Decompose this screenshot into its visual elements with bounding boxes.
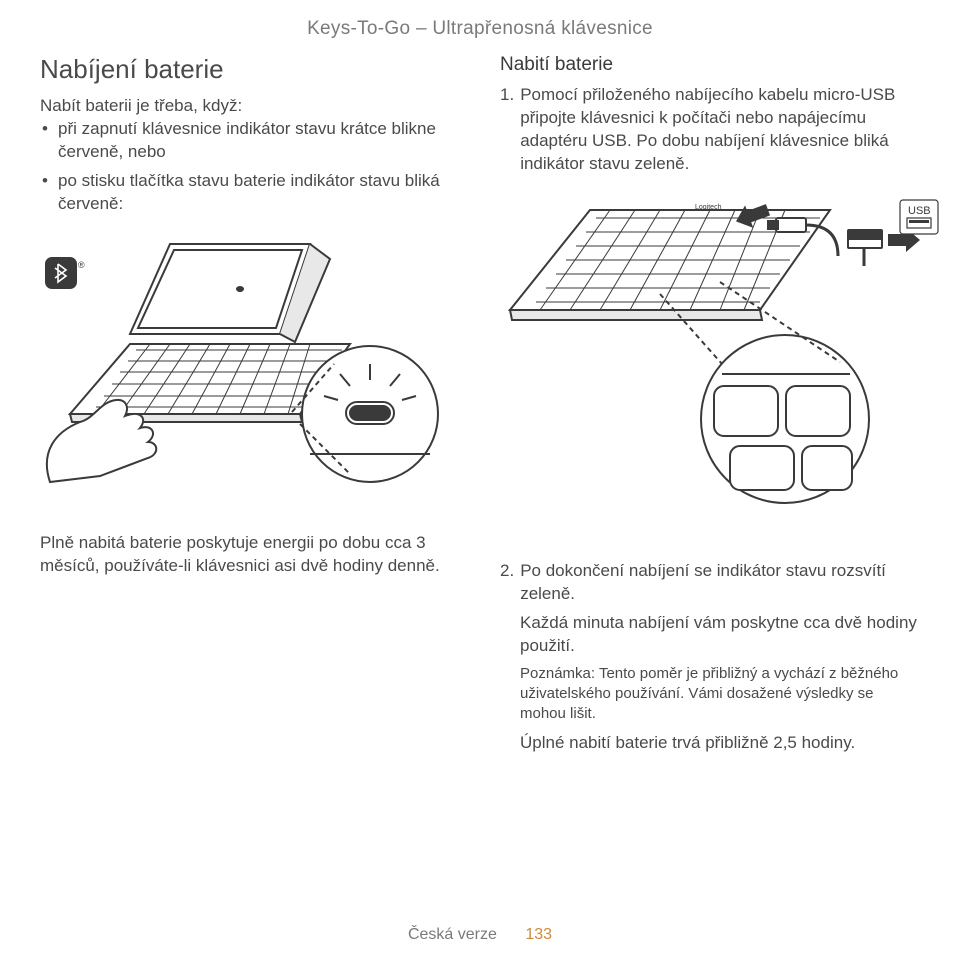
left-intro: Nabít baterii je třeba, když:	[40, 95, 460, 118]
illustration-left: ®	[40, 234, 460, 514]
page-footer: Česká verze 133	[0, 926, 960, 944]
note-label: Poznámka:	[520, 665, 595, 682]
step-1-text: Pomocí přiloženého nabíjecího kabelu mic…	[520, 84, 920, 176]
left-column: Nabíjení baterie Nabít baterii je třeba,…	[40, 54, 460, 761]
step-2-text: Po dokončení nabíjení se indikátor stavu…	[520, 560, 920, 606]
minute-ratio-text: Každá minuta nabíjení vám poskytne cca d…	[500, 612, 920, 658]
illustration-right: Logitech	[500, 194, 940, 514]
footer-language: Česká verze	[408, 926, 497, 943]
left-heading: Nabíjení baterie	[40, 54, 460, 85]
left-bullet-list: při zapnutí klávesnice indikátor stavu k…	[42, 118, 460, 216]
svg-text:Logitech: Logitech	[695, 204, 722, 211]
step-2: 2. Po dokončení nabíjení se indikátor st…	[500, 560, 920, 606]
step-2-section: 2. Po dokončení nabíjení se indikátor st…	[500, 560, 920, 755]
step-2-number: 2.	[500, 560, 514, 606]
right-column: Nabití baterie 1. Pomocí přiloženého nab…	[500, 54, 920, 761]
svg-text:®: ®	[78, 260, 85, 270]
battery-life-text: Plně nabitá baterie poskytuje energii po…	[40, 532, 460, 578]
full-charge-text: Úplné nabití baterie trvá přibližně 2,5 …	[500, 732, 920, 755]
right-heading: Nabití baterie	[500, 54, 920, 76]
step-1: 1. Pomocí přiloženého nabíjecího kabelu …	[500, 84, 920, 176]
step-1-number: 1.	[500, 84, 514, 176]
bullet-item: při zapnutí klávesnice indikátor stavu k…	[42, 118, 460, 164]
footer-page-number: 133	[525, 926, 552, 943]
two-column-layout: Nabíjení baterie Nabít baterii je třeba,…	[40, 54, 920, 761]
bullet-item: po stisku tlačítka stavu baterie indikát…	[42, 170, 460, 216]
note: Poznámka: Tento poměr je přibližný a vyc…	[500, 664, 920, 725]
page-header-title: Keys-To-Go – Ultrapřenosná klávesnice	[40, 18, 920, 40]
usb-label: USB	[908, 205, 931, 217]
